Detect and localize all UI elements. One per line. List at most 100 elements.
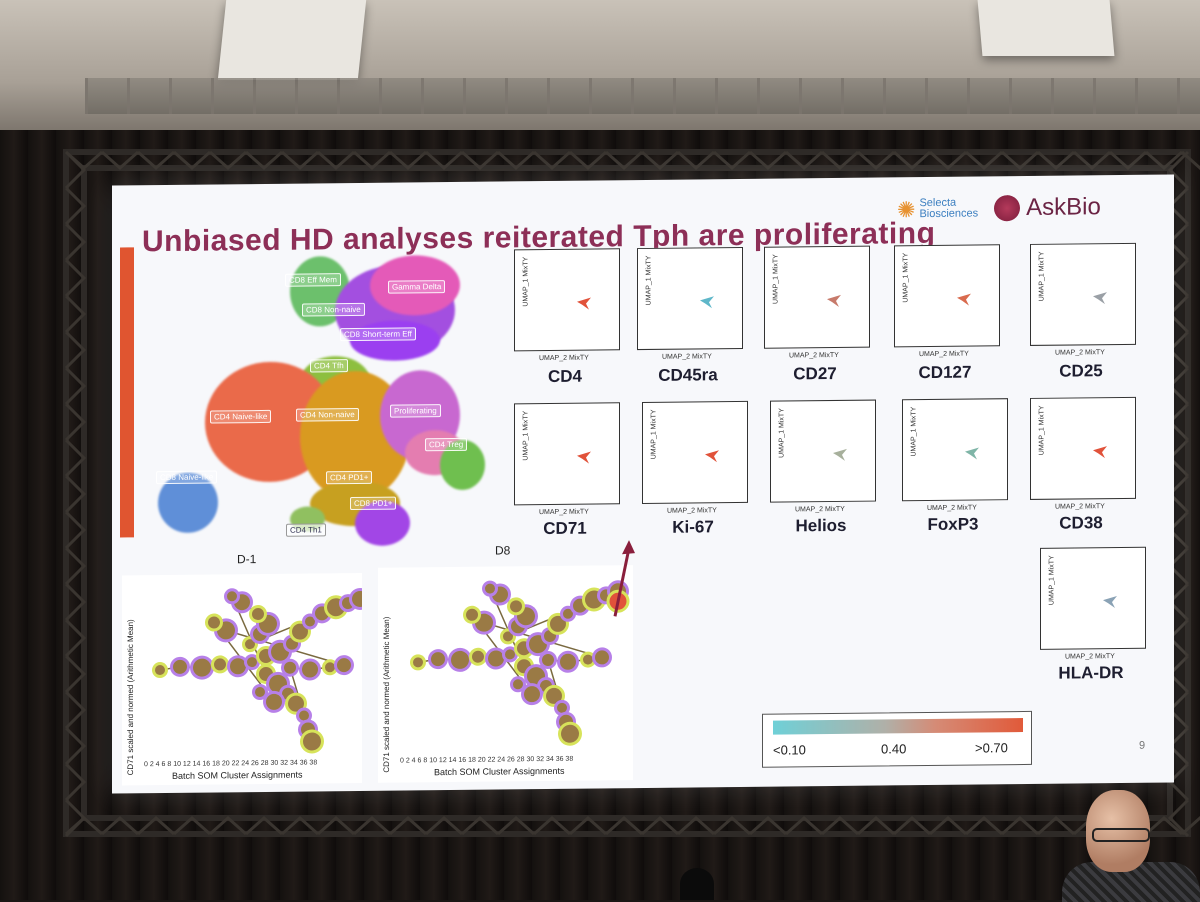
marker-y-axis-label: UMAP_1 MixTY [910,406,918,457]
marker-y-axis-label: UMAP_1 MixTY [645,255,653,306]
selecta-subname: Biosciences [919,207,979,221]
expression-spot [577,297,591,310]
som-node [503,631,513,642]
askbio-logo: AskBio [994,193,1101,222]
glasses-icon [1092,828,1150,842]
lighting-rail [85,78,1200,114]
som-node [245,639,255,650]
marker-plot: UMAP_1 MixTY UMAP_2 MixTY [764,245,870,359]
presentation-slide: Unbiased HD analyses reiterated Tph are … [112,174,1174,794]
som-node [451,650,469,669]
expression-spot [1093,292,1107,305]
som-right-title: D8 [495,543,511,558]
som-node [303,732,321,751]
expression-spot [965,447,979,460]
marker-name: CD45ra [658,365,718,385]
marker-plot: UMAP_1 MixTY UMAP_2 MixTY [1030,396,1136,511]
expression-spot [827,294,841,307]
som-node [413,657,423,668]
som-node [284,661,296,674]
marker-y-axis-label: UMAP_1 MixTY [1038,251,1046,302]
expression-spot [833,448,847,461]
marker-y-axis-label: UMAP_1 MixTY [1038,405,1046,456]
som-node [546,687,562,704]
som-node [305,616,315,627]
marker-x-axis-label: UMAP_2 MixTY [795,505,845,514]
som-node [513,679,523,690]
cluster-label: CD4 Treg [425,437,468,452]
marker-y-axis-label: UMAP_1 MixTY [772,254,780,305]
som-node [563,608,573,619]
som-left-title: D-1 [237,552,257,567]
marker-x-axis-label: UMAP_2 MixTY [1065,653,1115,661]
marker-x-axis-label: UMAP_2 MixTY [662,353,712,361]
som-node [466,608,478,621]
som-node [299,710,309,721]
marker-name: CD4 [547,366,582,386]
marker-name: HLA-DR [1058,662,1124,683]
color-scale-bar [773,718,1023,735]
marker-x-axis-label: UMAP_2 MixTY [927,504,977,513]
som-node [193,658,211,677]
marker-plot: UMAP_1 MixTY UMAP_2 MixTY [770,399,876,513]
up-arrow-icon [613,540,635,617]
som-y-label: CD71 scaled and normed (Arithmetic Mean) [382,616,391,773]
marker-plot: UMAP_1 MixTY UMAP_2 MixTY [1030,242,1136,357]
som-y-label: CD71 scaled and normed (Arithmetic Mean) [126,619,135,776]
som-node [560,653,576,670]
som-plot-d8: CD71 scaled and normed (Arithmetic Mean)… [378,565,633,783]
marker-y-axis-label: UMAP_1 MixTY [778,408,786,458]
som-x-ticks: 0 2 4 6 8 10 12 14 16 18 20 22 24 26 28 … [144,759,318,769]
marker-y-axis-label: UMAP_1 MixTY [650,409,658,460]
expression-spot [577,451,591,464]
som-node [208,616,220,629]
expression-spot [700,296,714,309]
som-network [152,587,371,754]
som-node [227,591,237,602]
askbio-name: AskBio [1026,193,1101,221]
marker-x-axis-label: UMAP_2 MixTY [789,351,839,360]
marker-y-axis-label: UMAP_1 MixTY [1048,555,1056,606]
som-network [410,580,630,746]
umap-cluster-plot: CD8 Eff Mem Gamma Delta CD8 Non-naive CD… [140,250,485,547]
cluster-label: CD4 Tfh [310,359,348,373]
marker-y-axis-label: UMAP_1 MixTY [902,252,910,303]
marker-y-axis-label: UMAP_1 MixTY [522,256,530,307]
selecta-logo: ✺ Selecta Biosciences [897,196,979,222]
som-node [337,658,351,673]
som-node [431,652,445,667]
som-node [550,615,566,632]
marker-x-axis-label: UMAP_2 MixTY [1055,349,1105,357]
cluster-label: Gamma Delta [388,280,446,294]
sun-icon: ✺ [897,196,916,222]
som-x-ticks: 0 2 4 6 8 10 12 14 16 18 20 22 24 26 28 … [400,755,574,765]
marker-plot: UMAP_1 MixTY UMAP_2 MixTY [902,398,1008,512]
som-node [230,658,246,675]
marker-plots: UMAP_1 MixTY UMAP_2 MixTY CD4 UMAP_1 MixTY U… [112,174,1174,683]
som-node [255,687,265,698]
som-node [557,702,567,713]
som-node [595,650,609,665]
som-node [325,662,335,673]
som-plot-d-minus-1: CD71 scaled and normed (Arithmetic Mean)… [122,572,371,786]
cluster-label: CD8 PD1+ [350,496,397,511]
marker-plot: UMAP_1 MixTY UMAP_2 MixTY [1040,546,1146,661]
marker-name: Ki-67 [672,517,714,537]
som-node [542,653,554,666]
som-node [155,665,165,676]
som-node [488,650,504,667]
cluster-label: CD4 Th1 [286,523,326,537]
marker-x-axis-label: UMAP_2 MixTY [539,354,589,363]
som-node [485,583,495,594]
som-node [292,623,308,640]
som-node [510,600,522,613]
marker-plot: UMAP_1 MixTY UMAP_2 MixTY [642,400,748,515]
presenter [1062,790,1200,902]
marker-name: CD38 [1059,513,1103,533]
expression-spot [957,293,971,306]
marker-name: CD25 [1059,361,1103,381]
marker-name: CD27 [793,363,837,384]
logos: ✺ Selecta Biosciences AskBio [897,193,1101,223]
marker-name: CD127 [918,362,972,383]
color-scale-legend: <0.10 0.40 >0.70 [762,710,1032,768]
